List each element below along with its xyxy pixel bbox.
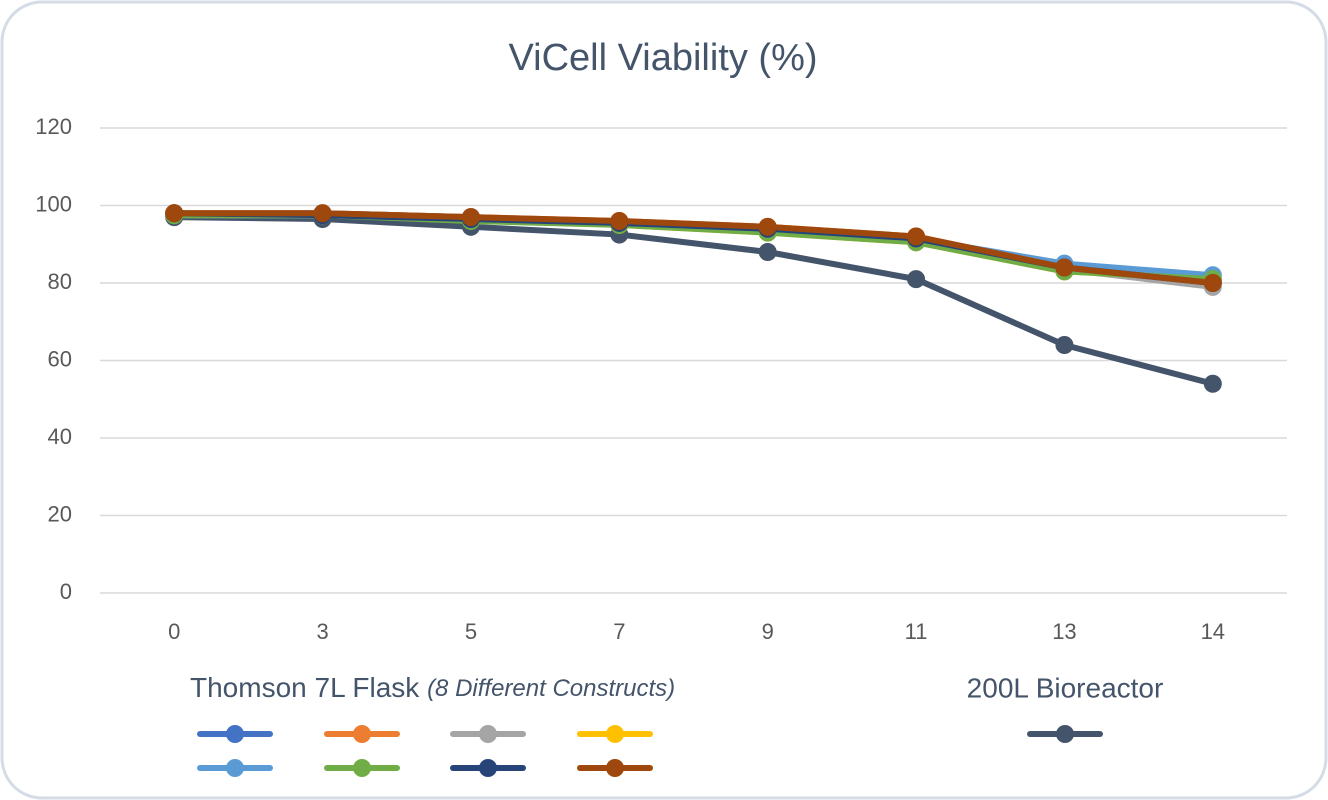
legend-swatch-marker <box>479 759 497 777</box>
legend-group-title: Thomson 7L Flask (8 Different Constructs… <box>190 672 675 703</box>
x-tick-label: 14 <box>1201 619 1225 644</box>
data-point <box>461 208 480 227</box>
x-tick-label: 13 <box>1052 619 1076 644</box>
legend-title: Thomson 7L Flask <box>190 672 420 703</box>
data-point <box>313 204 332 223</box>
legend-swatch-marker <box>606 725 624 743</box>
legend-swatch-marker <box>479 725 497 743</box>
data-point <box>610 212 629 230</box>
data-point <box>1055 336 1074 354</box>
data-point <box>758 243 777 261</box>
x-tick-label: 9 <box>762 619 774 644</box>
series-line <box>174 210 1214 286</box>
data-point <box>1203 274 1222 292</box>
y-tick-label: 80 <box>48 269 72 294</box>
legend-swatch-marker <box>226 725 244 743</box>
legend-label: 200L Bioreactor <box>967 672 1164 703</box>
x-tick-label: 0 <box>168 619 180 644</box>
data-point <box>907 270 926 289</box>
x-tick-label: 7 <box>613 619 625 644</box>
y-tick-label: 60 <box>48 346 72 371</box>
y-tick-label: 100 <box>35 191 72 216</box>
x-tick-label: 3 <box>316 619 328 644</box>
x-tick-label: 5 <box>465 619 477 644</box>
y-tick-label: 40 <box>48 424 72 449</box>
legend-swatch-marker <box>226 759 244 777</box>
series-line <box>174 214 1214 387</box>
legend-swatch-marker <box>606 759 624 777</box>
legend-swatch-marker <box>353 759 371 777</box>
legend-swatch-marker <box>353 725 371 743</box>
y-tick-label: 20 <box>48 501 72 526</box>
data-point <box>907 227 926 246</box>
y-tick-label: 120 <box>35 114 72 139</box>
x-tick-label: 11 <box>905 619 928 644</box>
chart-title: ViCell Viability (%) <box>508 37 817 79</box>
legend-note: (8 Different Constructs) <box>427 675 675 702</box>
y-tick-label: 0 <box>60 579 72 604</box>
legend-swatch-marker <box>1056 725 1074 743</box>
data-point <box>758 217 777 236</box>
data-point <box>1055 258 1074 277</box>
data-point <box>165 204 184 223</box>
data-point <box>1203 374 1222 393</box>
